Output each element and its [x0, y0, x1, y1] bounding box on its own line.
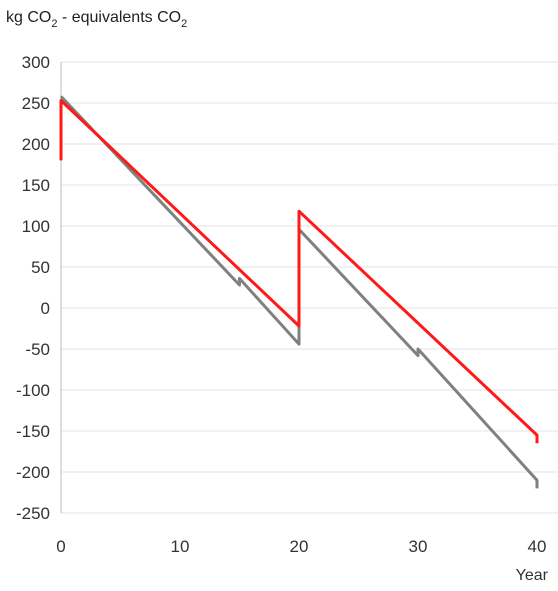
series-line-2: [59, 99, 539, 444]
y-tick-label: -50: [25, 340, 50, 359]
x-tick-label: 0: [56, 537, 65, 556]
chart-title: kg CO2 - equivalents CO2: [6, 9, 187, 30]
y-tick-label: 300: [22, 53, 50, 72]
y-tick-label: 150: [22, 176, 50, 195]
y-tick-label: -100: [16, 381, 50, 400]
title-part-1: kg CO: [6, 9, 51, 26]
y-tick-label: 250: [22, 94, 50, 113]
series-lines: [59, 95, 539, 489]
y-tick-label: 0: [41, 299, 50, 318]
title-part-2: - equivalents CO: [57, 9, 181, 26]
x-tick-labels: 0 10 20 30 40: [56, 537, 546, 556]
title-subscript-1: 2: [51, 18, 57, 30]
x-axis-label: Year: [516, 567, 549, 584]
y-tick-label: 50: [31, 258, 50, 277]
y-tick-labels: 300 250 200 150 100 50 0 -50 -100 -150 -200 -250: [16, 53, 50, 523]
y-tick-label: -200: [16, 463, 50, 482]
y-tick-label: 200: [22, 135, 50, 154]
gridlines: [61, 61, 558, 514]
y-tick-label: 100: [22, 217, 50, 236]
x-tick-label: 30: [409, 537, 428, 556]
y-tick-label: -250: [16, 504, 50, 523]
x-tick-label: 20: [290, 537, 309, 556]
x-tick-label: 10: [171, 537, 190, 556]
x-tick-label: 40: [528, 537, 547, 556]
title-subscript-2: 2: [181, 18, 187, 30]
y-tick-label: -150: [16, 422, 50, 441]
